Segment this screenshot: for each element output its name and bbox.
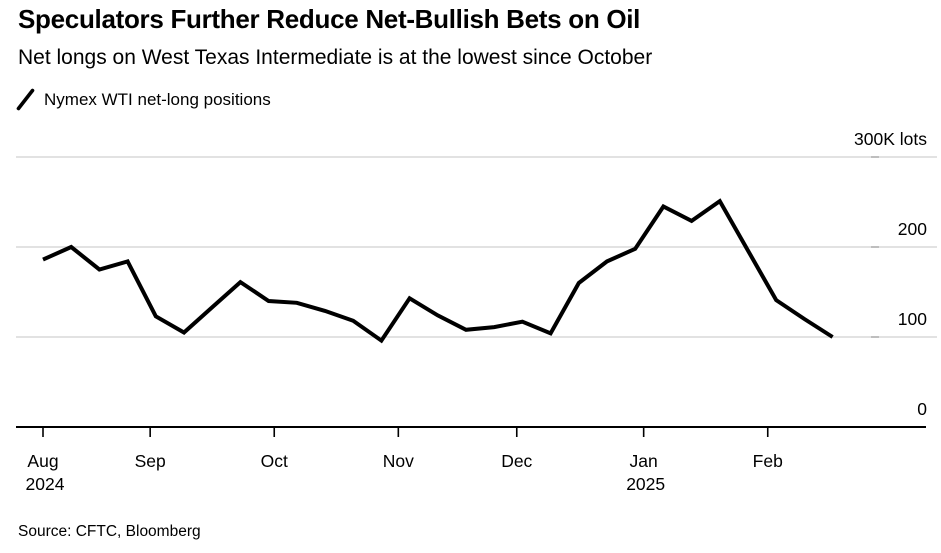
chart-subtitle: Net longs on West Texas Intermediate is … xyxy=(18,46,653,69)
y-axis-tick-label: 300K lots xyxy=(854,129,927,149)
wti-net-long-line xyxy=(42,198,834,344)
x-axis-tick-label: Nov xyxy=(383,451,414,471)
y-axis-tick-label: 200 xyxy=(898,219,927,239)
x-axis-tick-label: Aug xyxy=(27,451,58,471)
x-axis-year-label: 2025 xyxy=(626,474,665,494)
chart-title: Speculators Further Reduce Net-Bullish B… xyxy=(18,4,641,34)
x-axis-tick-label: Jan xyxy=(630,451,658,471)
x-axis-year-label: 2024 xyxy=(26,474,65,494)
x-axis-tick-label: Oct xyxy=(261,451,288,471)
y-axis-tick-label: 0 xyxy=(917,399,927,419)
legend: Nymex WTI net-long positions xyxy=(16,88,271,111)
source-note: Source: CFTC, Bloomberg xyxy=(18,523,201,540)
x-axis-tick-label: Sep xyxy=(135,451,166,471)
line-series-marker-icon xyxy=(16,88,35,111)
y-axis-tick-label: 100 xyxy=(898,309,927,329)
legend-label: Nymex WTI net-long positions xyxy=(44,89,271,109)
x-axis-tick-label: Feb xyxy=(753,451,783,471)
x-axis-tick-label: Dec xyxy=(501,451,532,471)
